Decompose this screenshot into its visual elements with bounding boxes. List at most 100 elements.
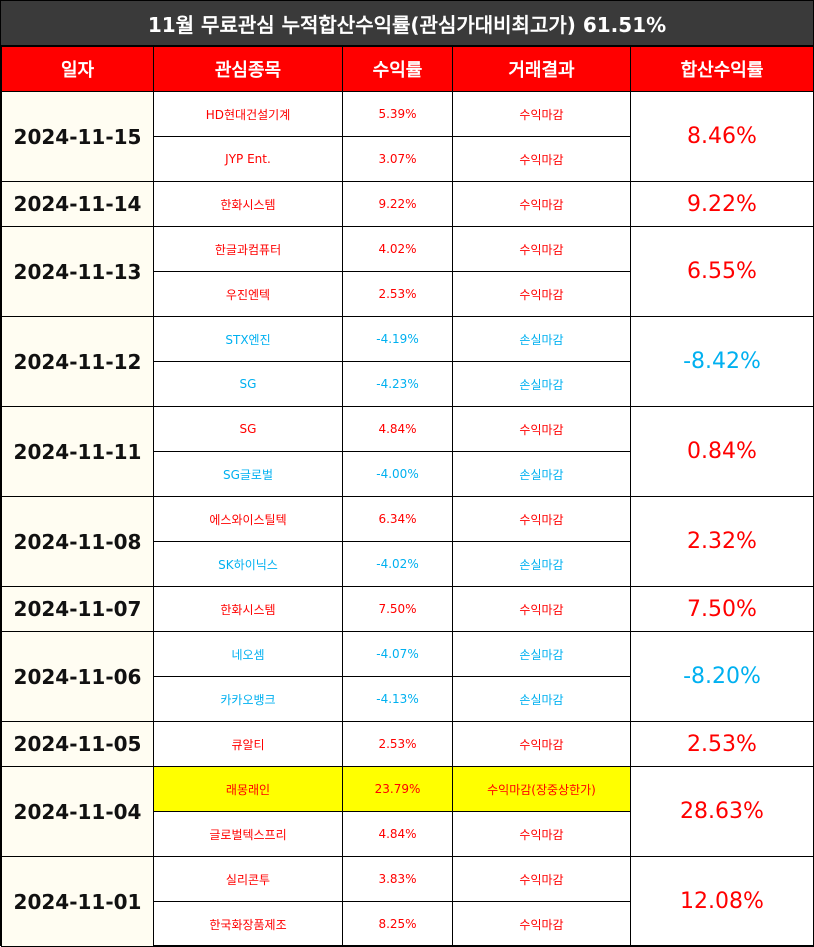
rate-cell: 6.34% (342, 496, 453, 542)
result-cell: 손실마감 (452, 631, 631, 677)
date-cell: 2024-11-01 (1, 856, 154, 947)
returns-table: 일자 관심종목 수익률 거래결과 합산수익률 2024-11-15 HD현대건설기… (1, 46, 814, 947)
header-date: 일자 (1, 46, 154, 92)
result-cell: 수익마감 (452, 721, 631, 767)
rate-cell: -4.00% (342, 451, 453, 497)
date-cell: 2024-11-05 (1, 721, 154, 767)
stock-cell: 한글과컴퓨터 (153, 226, 343, 272)
total-return-cell: -8.20% (630, 631, 814, 722)
stock-cell: 한화시스템 (153, 586, 343, 632)
result-cell: 수익마감 (452, 496, 631, 542)
table-row: 2024-11-01 실리콘투 3.83% 수익마감 12.08% (1, 856, 814, 947)
total-return-cell: 12.08% (630, 856, 814, 947)
stock-cell: SG글로벌 (153, 451, 343, 497)
date-cell: 2024-11-11 (1, 406, 154, 497)
rate-cell: 3.07% (342, 136, 453, 182)
stock-cell: 래몽래인 (153, 766, 343, 812)
table-row: 2024-11-07 한화시스템 7.50% 수익마감 7.50% (1, 586, 814, 632)
rate-cell: 4.84% (342, 406, 453, 452)
rate-cell: -4.07% (342, 631, 453, 677)
rate-cell: -4.13% (342, 676, 453, 722)
total-return-cell: 28.63% (630, 766, 814, 857)
rate-cell: 5.39% (342, 91, 453, 137)
total-return-cell: 6.55% (630, 226, 814, 317)
table-row: 2024-11-15 HD현대건설기계 5.39% 수익마감 8.46% (1, 91, 814, 182)
result-cell: 수익마감 (452, 811, 631, 857)
total-return-cell: 2.53% (630, 721, 814, 767)
table-row: 2024-11-08 에스와이스틸텍 6.34% 수익마감 2.32% (1, 496, 814, 587)
rate-cell: 23.79% (342, 766, 453, 812)
stock-cell: 큐알티 (153, 721, 343, 767)
date-cell: 2024-11-15 (1, 91, 154, 182)
result-cell: 수익마감 (452, 136, 631, 182)
table-row: 2024-11-04 래몽래인 23.79% 수익마감(장중상한가) 28.63% (1, 766, 814, 857)
stock-cell: 한화시스템 (153, 181, 343, 227)
stock-cell: 에스와이스틸텍 (153, 496, 343, 542)
table-row: SG글로벌 -4.00% 손실마감 (2, 451, 814, 497)
rate-cell: 2.53% (342, 271, 453, 317)
stock-cell: 글로벌텍스프리 (153, 811, 343, 857)
stock-cell: 우진엔텍 (153, 271, 343, 317)
result-cell: 수익마감 (452, 586, 631, 632)
total-return-cell: 0.84% (630, 406, 814, 497)
table-row: 2024-11-06 네오셈 -4.07% 손실마감 -8.20% (1, 631, 814, 722)
result-cell: 수익마감 (452, 181, 631, 227)
result-cell: 수익마감(장중상한가) (452, 766, 631, 812)
header-rate: 수익률 (342, 46, 453, 92)
table-row: 2024-11-12 STX엔진 -4.19% 손실마감 -8.42% (1, 316, 814, 407)
date-cell: 2024-11-12 (1, 316, 154, 407)
table-row: JYP Ent. 3.07% 수익마감 (2, 136, 814, 182)
date-cell: 2024-11-04 (1, 766, 154, 857)
stock-cell: SG (153, 361, 343, 407)
table-body: 2024-11-15 HD현대건설기계 5.39% 수익마감 8.46% JYP Ent.… (1, 91, 814, 947)
total-return-cell: 7.50% (630, 586, 814, 632)
date-cell: 2024-11-08 (1, 496, 154, 587)
stock-cell: 실리콘투 (153, 856, 343, 902)
header-total: 합산수익률 (630, 46, 814, 92)
table-row: 카카오뱅크 -4.13% 손실마감 (2, 676, 814, 722)
table-row: 2024-11-14 한화시스템 9.22% 수익마감 9.22% (1, 181, 814, 227)
stock-cell: 카카오뱅크 (153, 676, 343, 722)
stock-cell: SK하이닉스 (153, 541, 343, 587)
table-row: 한국화장품제조 8.25% 수익마감 (2, 901, 814, 947)
header-result: 거래결과 (452, 46, 631, 92)
rate-cell: 3.83% (342, 856, 453, 902)
result-cell: 손실마감 (452, 451, 631, 497)
table-row: 2024-11-05 큐알티 2.53% 수익마감 2.53% (1, 721, 814, 767)
result-cell: 손실마감 (452, 361, 631, 407)
rate-cell: -4.23% (342, 361, 453, 407)
rate-cell: 7.50% (342, 586, 453, 632)
date-cell: 2024-11-07 (1, 586, 154, 632)
rate-cell: 2.53% (342, 721, 453, 767)
stock-cell: HD현대건설기계 (153, 91, 343, 137)
stock-cell: SG (153, 406, 343, 452)
total-return-cell: -8.42% (630, 316, 814, 407)
date-cell: 2024-11-14 (1, 181, 154, 227)
result-cell: 수익마감 (452, 271, 631, 317)
result-cell: 수익마감 (452, 406, 631, 452)
result-cell: 수익마감 (452, 226, 631, 272)
header-row: 일자 관심종목 수익률 거래결과 합산수익률 (1, 46, 814, 92)
date-cell: 2024-11-06 (1, 631, 154, 722)
stock-cell: 한국화장품제조 (153, 901, 343, 947)
table-row: 글로벌텍스프리 4.84% 수익마감 (2, 811, 814, 857)
result-cell: 손실마감 (452, 316, 631, 362)
total-return-cell: 8.46% (630, 91, 814, 182)
table-row: SK하이닉스 -4.02% 손실마감 (2, 541, 814, 587)
total-return-cell: 2.32% (630, 496, 814, 587)
stock-cell: JYP Ent. (153, 136, 343, 182)
result-cell: 손실마감 (452, 676, 631, 722)
rate-cell: 4.02% (342, 226, 453, 272)
header-stock: 관심종목 (153, 46, 343, 92)
result-cell: 손실마감 (452, 541, 631, 587)
total-return-cell: 9.22% (630, 181, 814, 227)
rate-cell: 4.84% (342, 811, 453, 857)
table-row: 우진엔텍 2.53% 수익마감 (2, 271, 814, 317)
date-cell: 2024-11-13 (1, 226, 154, 317)
table-row: SG -4.23% 손실마감 (2, 361, 814, 407)
result-cell: 수익마감 (452, 91, 631, 137)
table-row: 2024-11-11 SG 4.84% 수익마감 0.84% (1, 406, 814, 497)
rate-cell: -4.19% (342, 316, 453, 362)
stock-cell: STX엔진 (153, 316, 343, 362)
